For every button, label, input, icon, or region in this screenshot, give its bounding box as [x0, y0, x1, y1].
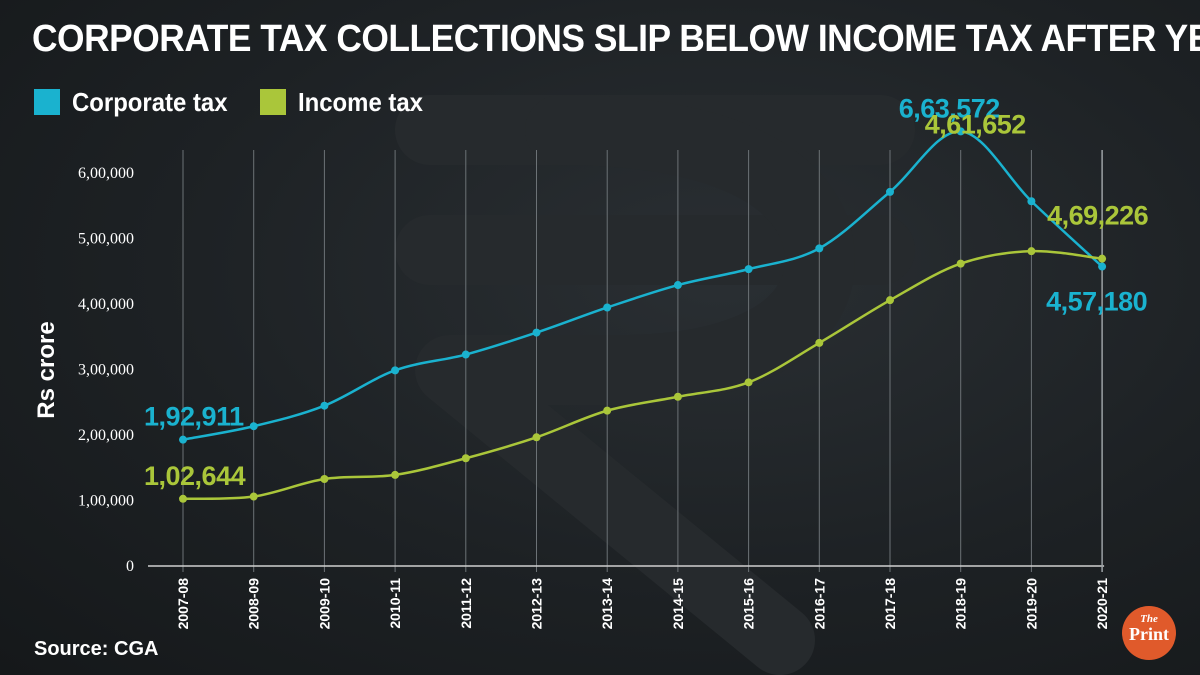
y-tick-label: 5,00,000: [78, 231, 134, 248]
x-tick-label: 2009-10: [316, 578, 332, 630]
y-tick-label: 4,00,000: [78, 296, 134, 313]
income-tax-point: [320, 474, 329, 483]
income-tax-point: [532, 433, 541, 442]
corporate-tax-point: [815, 244, 824, 253]
corporate-tax-point: [532, 328, 541, 337]
x-tick-label: 2012-13: [529, 578, 545, 630]
x-tick-label: 2014-15: [670, 578, 686, 630]
logo-the: The: [1140, 613, 1158, 625]
legend-label-corporate-tax: Corporate tax: [72, 86, 228, 117]
income-tax-point: [249, 492, 258, 501]
corporate-tax-swatch: [34, 89, 60, 115]
x-tick-label: 2015-16: [741, 578, 757, 630]
income-tax-point: [673, 392, 682, 401]
corporate-tax-line: [182, 130, 1103, 441]
y-tick-label: 3,00,000: [78, 362, 134, 379]
income-tax-line: [182, 249, 1103, 501]
corporate-tax-point: [673, 281, 682, 290]
annotation-corporate-2007-08: 1,92,911: [144, 402, 244, 432]
x-tick-label: 2011-12: [458, 578, 474, 629]
logo-print: Print: [1129, 624, 1169, 644]
annotation-corporate-2018-19: 6,63,572: [899, 93, 1000, 123]
income-tax-point: [886, 296, 894, 305]
annotation-income-2018-19: 4,61,652: [925, 110, 1026, 140]
income-tax-point: [956, 259, 965, 268]
y-axis-title: Rs crore: [33, 321, 60, 418]
source-note: Source: CGA: [34, 638, 159, 660]
x-tick-label: 2017-18: [882, 578, 898, 630]
corporate-tax-point: [320, 401, 329, 410]
income-tax-point: [815, 338, 824, 347]
corporate-tax-point: [249, 422, 258, 431]
y-tick-label: 1,00,000: [78, 493, 134, 510]
x-tick-label: 2016-17: [811, 578, 827, 630]
corporate-tax-point: [603, 303, 612, 312]
income-tax-swatch: [260, 89, 286, 115]
x-tick-label: 2010-11: [387, 578, 403, 629]
corporate-tax-point: [886, 187, 894, 196]
corporate-tax-point: [744, 265, 753, 274]
corporate-tax-point: [179, 435, 187, 444]
y-tick-label: 0: [126, 558, 134, 575]
income-tax-point: [461, 454, 470, 463]
x-tick-label: 2013-14: [599, 578, 615, 630]
x-tick-label: 2018-19: [953, 578, 969, 630]
corporate-tax-point: [461, 350, 470, 359]
x-tick-label: 2007-08: [175, 578, 191, 630]
legend-label-income-tax: Income tax: [298, 86, 423, 117]
y-tick-label: 6,00,000: [78, 165, 134, 182]
income-tax-point: [744, 378, 753, 387]
corporate-tax-point: [956, 127, 965, 136]
income-tax-point: [603, 406, 612, 415]
x-tick-label: 2020-21: [1094, 578, 1110, 630]
income-tax-point: [1027, 247, 1036, 256]
legend-item-income-tax: Income tax: [260, 86, 434, 118]
corporate-tax-point: [391, 366, 400, 375]
annotation-corporate-2020-21: 4,57,180: [1046, 287, 1147, 317]
annotation-income-2020-21: 4,69,226: [1047, 201, 1149, 231]
theprint-logo: The Print: [1122, 606, 1176, 660]
legend-item-corporate-tax: Corporate tax: [34, 86, 241, 118]
income-tax-point: [1098, 254, 1107, 263]
income-tax-point: [179, 494, 187, 503]
corporate-tax-point: [1098, 262, 1107, 271]
x-tick-label: 2008-09: [246, 578, 262, 630]
income-tax-point: [391, 470, 400, 479]
annotation-income-2007-08: 1,02,644: [144, 461, 246, 491]
x-tick-label: 2019-20: [1023, 578, 1039, 630]
y-tick-label: 2,00,000: [78, 427, 134, 444]
corporate-tax-point: [1027, 197, 1036, 206]
chart-title: CORPORATE TAX COLLECTIONS SLIP BELOW INC…: [32, 18, 1200, 60]
